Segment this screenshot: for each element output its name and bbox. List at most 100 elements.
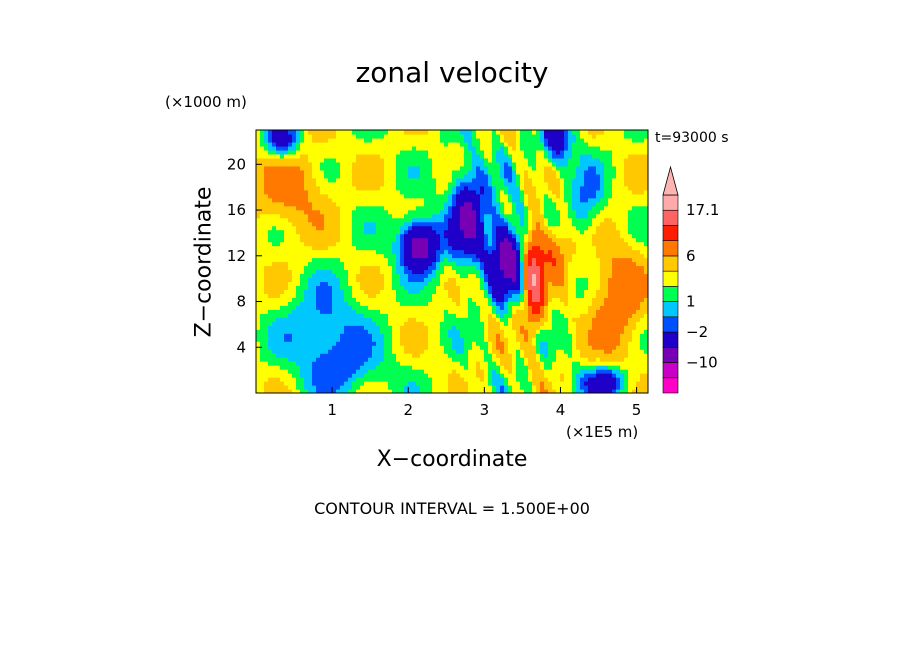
field-cell — [496, 321, 501, 326]
field-cell — [284, 305, 289, 310]
field-cell — [344, 181, 349, 187]
field-cell — [508, 369, 513, 374]
field-cell — [448, 189, 453, 195]
field-cell — [520, 153, 525, 159]
field-cell — [364, 325, 369, 330]
field-cell — [288, 373, 293, 378]
field-cell — [296, 353, 301, 358]
field-cell — [412, 293, 417, 298]
field-cell — [344, 341, 349, 346]
field-cell — [540, 217, 545, 223]
field-cell — [268, 265, 273, 271]
field-cell — [336, 289, 341, 294]
field-cell — [288, 357, 293, 362]
field-cell — [496, 205, 501, 211]
field-cell — [468, 281, 473, 287]
field-cell — [296, 281, 301, 287]
field-cell — [472, 317, 477, 322]
field-cell — [392, 365, 397, 370]
field-cell — [320, 193, 325, 199]
field-cell — [296, 233, 301, 239]
field-cell — [552, 149, 557, 155]
field-cell — [336, 253, 341, 259]
field-cell — [492, 201, 497, 207]
field-cell — [328, 189, 333, 195]
field-cell — [488, 373, 493, 378]
field-cell — [412, 317, 417, 322]
field-cell — [272, 389, 277, 393]
field-cell — [348, 213, 353, 219]
field-cell — [556, 361, 561, 366]
field-cell — [444, 189, 449, 195]
field-cell — [340, 157, 345, 163]
field-cell — [276, 321, 281, 326]
field-cell — [440, 189, 445, 195]
field-cell — [432, 165, 437, 171]
field-cell — [524, 130, 529, 135]
field-cell — [312, 301, 317, 306]
field-cell — [408, 309, 413, 314]
field-cell — [464, 213, 469, 219]
field-cell — [272, 381, 277, 386]
field-cell — [256, 281, 261, 287]
field-cell — [408, 130, 413, 135]
field-cell — [544, 249, 549, 255]
field-cell — [512, 353, 517, 358]
field-cell — [280, 205, 285, 211]
field-cell — [352, 133, 357, 139]
field-cell — [476, 185, 481, 191]
field-cell — [468, 349, 473, 354]
field-cell — [500, 233, 505, 239]
field-cell — [348, 317, 353, 322]
field-cell — [492, 349, 497, 354]
field-cell — [456, 285, 461, 290]
field-cell — [292, 217, 297, 223]
field-cell — [520, 141, 525, 147]
field-cell — [516, 313, 521, 318]
field-cell — [476, 133, 481, 139]
field-cell — [528, 185, 533, 191]
field-cell — [548, 341, 553, 346]
field-cell — [484, 373, 489, 378]
field-cell — [420, 309, 425, 314]
field-cell — [344, 385, 349, 390]
field-cell — [504, 169, 509, 175]
field-cell — [316, 197, 321, 203]
field-cell — [372, 225, 377, 231]
field-cell — [512, 309, 517, 314]
field-cell — [472, 309, 477, 314]
field-cell — [444, 213, 449, 219]
field-cell — [528, 273, 533, 279]
field-cell — [408, 225, 413, 231]
field-cell — [380, 257, 385, 263]
field-cell — [340, 273, 345, 279]
field-cell — [332, 345, 337, 350]
field-cell — [456, 249, 461, 255]
field-cell — [488, 385, 493, 390]
field-cell — [356, 301, 361, 306]
field-cell — [412, 141, 417, 147]
field-cell — [256, 321, 261, 326]
field-cell — [440, 149, 445, 155]
field-cell — [424, 369, 429, 374]
field-cell — [324, 189, 329, 195]
field-cell — [392, 361, 397, 366]
field-cell — [496, 217, 501, 223]
field-cell — [388, 349, 393, 354]
field-cell — [272, 237, 277, 243]
field-cell — [332, 269, 337, 275]
field-cell — [472, 161, 477, 167]
field-cell — [296, 345, 301, 350]
field-cell — [368, 289, 373, 294]
field-cell — [448, 353, 453, 358]
field-cell — [308, 249, 313, 255]
field-cell — [520, 269, 525, 275]
field-cell — [436, 377, 441, 382]
field-cell — [468, 205, 473, 211]
field-cell — [480, 353, 485, 358]
field-cell — [320, 149, 325, 155]
field-cell — [404, 349, 409, 354]
field-cell — [412, 273, 417, 279]
field-cell — [328, 313, 333, 318]
field-cell — [264, 313, 269, 318]
